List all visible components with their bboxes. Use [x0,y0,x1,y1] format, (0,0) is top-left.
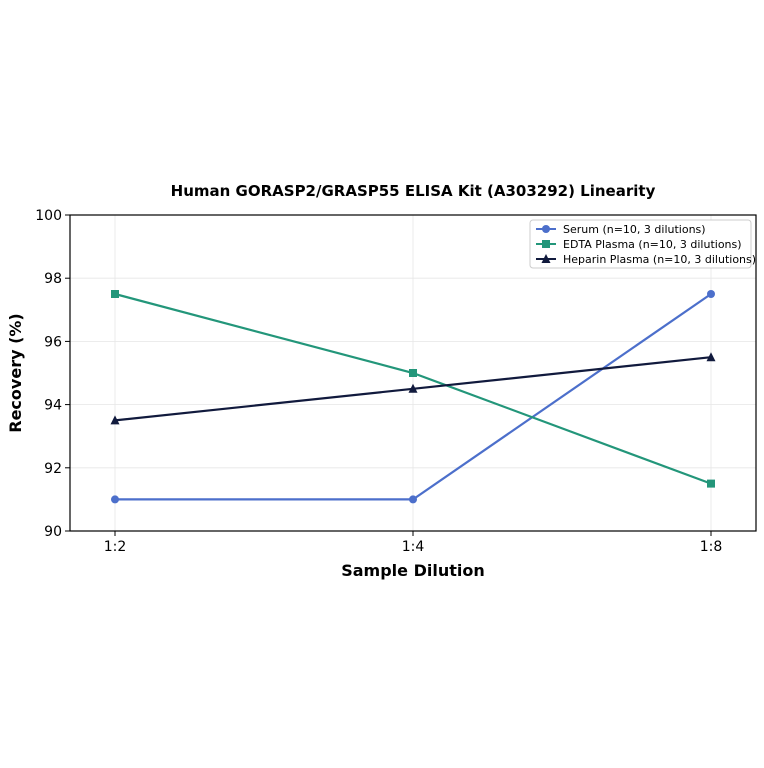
y-tick-label: 94 [44,398,62,414]
legend-swatch-marker [541,254,551,263]
y-axis-label: Recovery (%) [6,313,25,432]
y-tick-label: 92 [44,461,62,477]
data-point [111,495,119,504]
data-point [408,383,418,393]
y-axis-ticks: 90 92 94 96 98 100 [35,208,70,540]
series-layer [110,290,716,504]
y-tick-label: 100 [35,208,62,224]
legend: Serum (n=10, 3 dilutions) EDTA Plasma (n=… [529,219,756,269]
data-point [707,290,715,298]
x-tick-label: 1:2 [104,539,127,555]
data-point [111,290,119,298]
data-point [707,479,715,488]
series-2 [111,290,715,488]
x-tick-label: 1:4 [402,539,425,555]
data-point [110,415,120,425]
legend-box [529,219,752,269]
legend-label: Serum (n=10, 3 dilutions) [563,223,706,236]
legend-swatch-marker [542,225,550,233]
data-point [409,495,417,504]
x-axis-ticks: 1:2 1:4 1:8 [104,531,723,555]
legend-swatch-marker [542,240,550,248]
legend-item: Serum (n=10, 3 dilutions) [536,223,706,236]
y-tick-label: 98 [44,271,62,287]
legend-item: EDTA Plasma (n=10, 3 dilutions) [536,238,742,251]
data-point [409,369,417,377]
series-3 [110,352,716,425]
y-tick-label: 96 [44,334,62,350]
series-1 [111,290,715,504]
x-axis-label: Sample Dilution [341,561,485,580]
data-point [706,352,716,362]
legend-label: Heparin Plasma (n=10, 3 dilutions) [563,253,756,266]
chart-title: Human GORASP2/GRASP55 ELISA Kit (A303292… [171,182,656,200]
y-tick-label: 90 [44,524,62,540]
x-tick-label: 1:8 [700,539,723,555]
legend-item: Heparin Plasma (n=10, 3 dilutions) [536,253,756,266]
legend-label: EDTA Plasma (n=10, 3 dilutions) [563,238,742,251]
